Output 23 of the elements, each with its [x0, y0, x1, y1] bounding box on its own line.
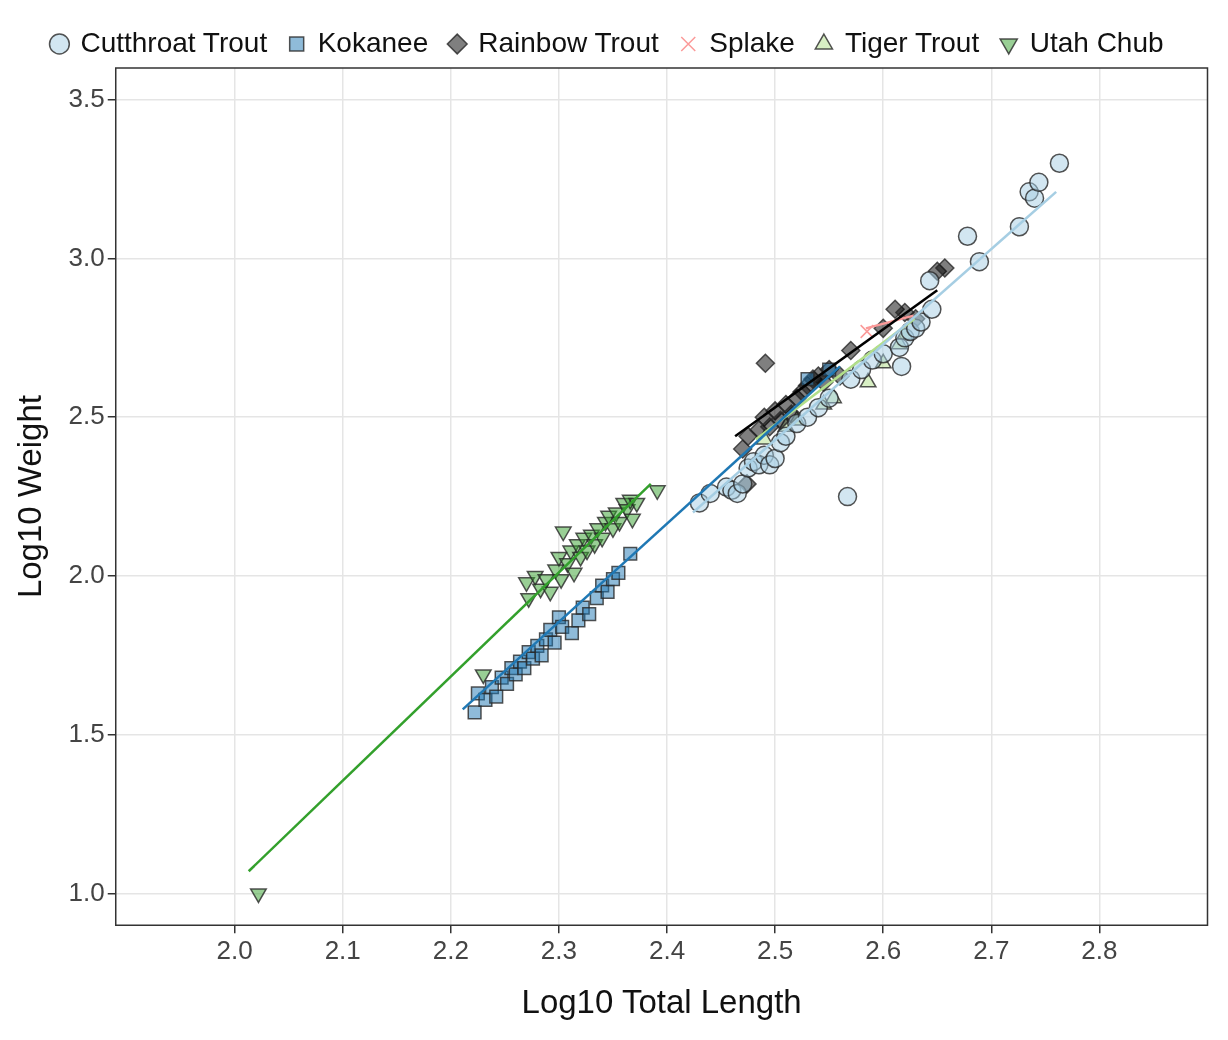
x-tick-label: 2.1: [324, 934, 361, 965]
x-tick-label: 2.8: [1081, 934, 1118, 965]
x-tick-label: 2.2: [432, 934, 469, 965]
legend-label: Utah Chub: [1029, 26, 1164, 58]
y-tick-label: 1.5: [68, 717, 105, 748]
legend-label: Tiger Trout: [844, 26, 980, 58]
x-tick-label: 2.0: [216, 934, 253, 965]
legend-label: Kokanee: [317, 26, 429, 58]
y-tick-label: 3.5: [68, 82, 105, 113]
x-tick-label: 2.3: [540, 934, 578, 965]
legend-label: Rainbow Trout: [478, 26, 659, 58]
x-axis-title: Log10 Total Length: [521, 983, 802, 1021]
x-tick-label: 2.6: [865, 934, 902, 965]
x-tick-label: 2.5: [757, 934, 794, 965]
legend-label: Cutthroat Trout: [80, 26, 268, 58]
x-tick-label: 2.4: [648, 934, 686, 965]
y-tick-label: 3.0: [68, 241, 105, 272]
y-tick-label: 2.5: [68, 400, 105, 431]
y-axis-title: Log10 Weight: [10, 395, 48, 599]
x-tick-label: 2.7: [973, 934, 1010, 965]
y-tick-label: 2.0: [68, 559, 105, 590]
legend-label: Splake: [709, 26, 795, 58]
y-tick-label: 1.0: [68, 876, 105, 907]
